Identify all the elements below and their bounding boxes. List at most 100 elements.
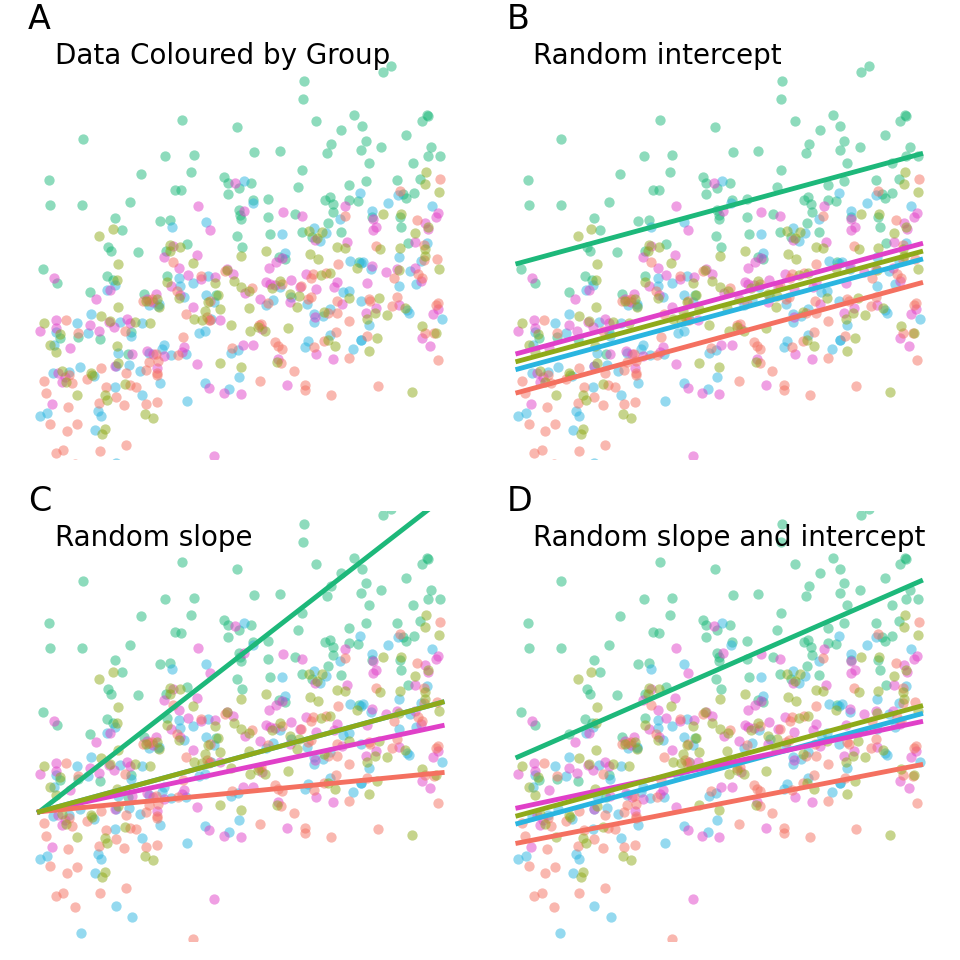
Point [189,800,204,815]
Text: Random slope: Random slope [55,523,252,551]
Point [523,839,539,854]
Point [174,344,189,359]
Point [832,775,848,790]
Point [183,164,199,180]
Point [538,374,553,390]
Point [273,279,288,295]
Point [102,315,117,330]
Point [623,734,638,750]
Point [627,286,642,301]
Point [286,363,301,378]
Point [681,665,696,681]
Point [602,771,617,786]
Point [156,348,172,364]
Point [900,664,915,680]
Point [226,266,241,281]
Point [808,748,824,763]
Point [276,688,292,704]
Point [691,355,707,371]
Point [341,726,356,741]
Point [152,818,167,833]
Point [407,260,422,276]
Point [119,312,134,327]
Point [231,645,247,660]
Point [320,145,335,160]
Point [756,246,771,261]
Point [588,273,603,288]
Point [601,377,616,393]
Point [740,703,756,718]
Point [547,859,563,875]
Point [641,655,657,670]
Point [686,269,702,284]
Point [110,700,126,715]
Point [93,409,108,424]
Point [518,849,534,864]
Point [242,726,257,741]
Point [589,256,605,272]
Point [74,925,89,941]
Point [779,297,794,312]
Point [711,802,727,817]
Point [141,797,156,812]
Point [572,361,588,376]
Point [69,316,84,331]
Point [801,770,816,785]
Point [415,557,430,572]
Point [102,757,117,773]
Point [268,277,283,293]
Point [911,591,926,607]
Point [51,365,66,380]
Point [884,628,900,643]
Point [131,687,146,703]
Point [533,806,548,822]
Point [672,271,687,286]
Point [813,738,828,754]
Point [375,64,391,80]
Point [105,664,120,680]
Point [653,344,668,359]
Point [808,239,824,254]
Point [782,228,798,244]
Point [159,275,175,290]
Point [598,312,613,327]
Point [252,291,268,306]
Point [841,736,856,752]
Point [818,677,833,692]
Point [326,722,342,737]
Point [302,689,318,705]
Point [292,279,307,295]
Point [715,646,731,661]
Point [698,262,713,277]
Point [820,193,835,208]
Point [365,665,380,681]
Point [261,703,276,718]
Point [893,331,908,347]
Point [546,899,562,914]
Point [274,355,289,371]
Point [75,198,90,213]
Point [203,312,218,327]
Point [748,797,763,812]
Point [118,365,133,380]
Point [260,209,276,225]
Point [165,239,180,254]
Point [631,213,646,228]
Point [586,801,601,816]
Point [202,736,217,752]
Point [346,342,361,357]
Point [650,712,665,728]
Point [91,766,107,781]
Point [70,329,85,345]
Point [629,797,644,812]
Point [672,711,687,727]
Point [533,817,548,832]
Point [279,820,295,835]
Point [595,766,611,781]
Point [619,787,635,803]
Point [275,276,290,291]
Point [744,293,759,308]
Point [521,197,537,212]
Point [198,375,213,391]
Point [737,275,753,290]
